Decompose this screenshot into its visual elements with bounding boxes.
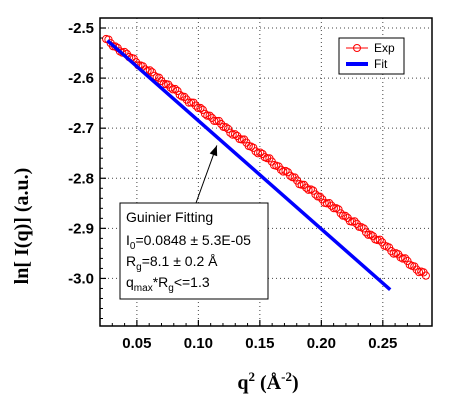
exp-point [361, 228, 371, 237]
q-subscript: max [134, 283, 153, 294]
annotation-title: Guinier Fitting [126, 209, 213, 225]
exp-point [276, 165, 286, 174]
exp-point [401, 254, 410, 263]
x-axis-title-unit: (Å [255, 371, 282, 394]
rg-value: =8.1 ± 0.2 Å [142, 253, 218, 269]
y-tick-label: -2.9 [68, 220, 94, 237]
exp-point [338, 211, 348, 220]
exp-point [315, 192, 325, 201]
annotation-rg: Rg=8.1 ± 0.2 Å [126, 253, 218, 273]
exp-point [173, 86, 182, 96]
exp-point [175, 90, 184, 99]
x-tick-label: 0.25 [368, 335, 397, 352]
x-axis-title-q: q [237, 372, 248, 394]
y-tick-label: -2.6 [68, 70, 94, 87]
axis-ticks: 0.05 0.10 0.15 0.20 0.25 -3.0 -2.9 -2.8 -2.7 -2.6… [68, 17, 421, 352]
fit-line [106, 39, 392, 292]
exp-point [251, 147, 260, 156]
i0-value: =0.0848 ± 5.3E-05 [135, 232, 251, 248]
q-symbol: q [126, 274, 134, 290]
i0-subscript: 0 [130, 241, 136, 252]
exp-point [230, 130, 240, 139]
exp-point [194, 103, 203, 113]
exp-point [412, 265, 421, 274]
i0-symbol: I [126, 232, 130, 248]
q-times-r: *R [153, 274, 169, 290]
exp-point [334, 205, 343, 214]
legend-fit-label: Fit [374, 57, 388, 71]
exp-point [299, 180, 309, 189]
annotation-arrow [195, 145, 218, 204]
exp-point [150, 71, 159, 81]
exp-point [398, 254, 407, 263]
x-axis-title-unit-sup: -2 [281, 369, 292, 384]
exp-point [198, 105, 207, 114]
exp-point [145, 66, 154, 75]
rg2-subscript: g [168, 283, 174, 294]
exp-point [256, 148, 265, 157]
exp-point [366, 230, 375, 239]
guinier-annotation: Guinier Fitting I0=0.0848 ± 5.3E-05 Rg=8… [119, 145, 269, 300]
exp-point [196, 103, 205, 113]
x-tick-label: 0.10 [184, 335, 213, 352]
exp-point [302, 183, 311, 192]
y-axis-title: ln[ I(q)] (a.u.) [11, 168, 33, 285]
exp-point [171, 84, 180, 94]
x-tick-label: 0.05 [122, 335, 151, 352]
legend-exp-marker [353, 44, 361, 52]
exp-point [191, 101, 200, 110]
legend-exp-label: Exp [374, 41, 395, 55]
legend: Exp Fit [338, 37, 405, 75]
exp-point [325, 199, 334, 208]
exp-point [336, 209, 345, 218]
x-tick-label: 0.20 [307, 335, 336, 352]
y-tick-label: -2.8 [68, 170, 94, 187]
x-axis-title: q2 (Å-2) [237, 369, 298, 394]
exp-point [203, 111, 212, 120]
exp-point [359, 224, 368, 233]
annotation-qmax: qmax*Rg<=1.3 [126, 274, 210, 294]
x-tick-label: 0.15 [245, 335, 274, 352]
exp-point [364, 230, 373, 239]
exp-point [159, 80, 168, 89]
exp-point [205, 111, 214, 120]
exp-point [322, 199, 332, 208]
exp-point [180, 92, 189, 101]
x-axis-title-sup: 2 [249, 369, 256, 384]
exp-point [221, 123, 230, 132]
y-tick-label: -3.0 [68, 270, 94, 287]
exp-point [226, 128, 235, 137]
exp-point [166, 83, 175, 92]
rg-symbol: R [126, 253, 136, 269]
exp-point [286, 171, 295, 180]
exp-point [311, 190, 320, 199]
exp-point [350, 217, 359, 226]
legend-box [338, 37, 405, 75]
exp-point [223, 124, 233, 133]
exp-point [329, 204, 338, 213]
annotation-box [119, 202, 269, 300]
y-tick-label: -2.5 [68, 20, 94, 37]
rg-subscript: g [136, 262, 142, 273]
qmax-value: <=1.3 [174, 274, 210, 290]
exp-point [210, 116, 219, 125]
fit-series [106, 39, 392, 292]
exp-point [387, 247, 396, 256]
plot-frame [99, 17, 433, 327]
exp-point [184, 98, 194, 107]
exp-series [102, 34, 430, 280]
exp-point [200, 109, 210, 118]
x-axis-title-unit-close: ) [292, 372, 299, 394]
annotation-arrowhead [209, 145, 218, 157]
exp-point [375, 235, 384, 244]
exp-point [421, 271, 430, 280]
annotation-i0: I0=0.0848 ± 5.3E-05 [126, 232, 251, 252]
exp-point [327, 201, 336, 210]
y-tick-label: -2.7 [68, 120, 94, 137]
exp-point [341, 211, 350, 220]
